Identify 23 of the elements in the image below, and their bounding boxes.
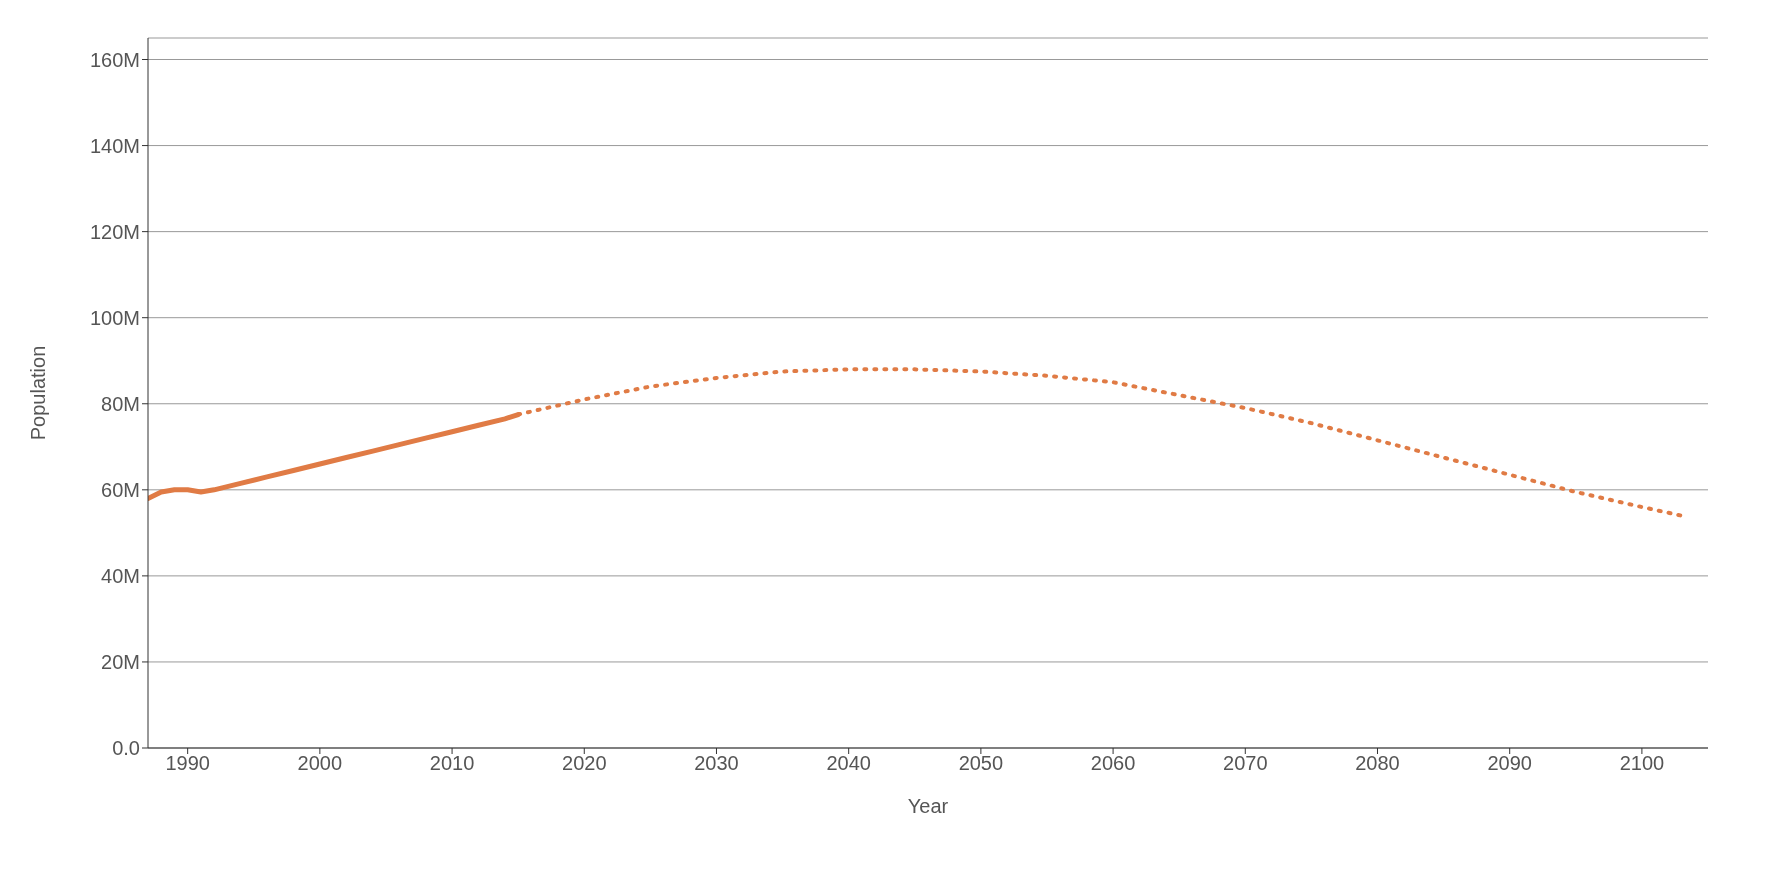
y-tick-label: 100M xyxy=(89,306,140,329)
x-tick-label: 2010 xyxy=(429,752,475,775)
x-tick-label: 2000 xyxy=(297,752,343,775)
y-tick-label: 140M xyxy=(89,134,140,157)
x-tick-label: 2100 xyxy=(1619,752,1665,775)
x-tick-label: 2040 xyxy=(826,752,871,775)
x-tick-label: 1990 xyxy=(165,752,210,775)
x-tick-label: 2090 xyxy=(1487,752,1532,775)
x-tick-label: 2020 xyxy=(562,752,607,775)
y-tick-label: 120M xyxy=(89,220,140,243)
y-axis-title: Population xyxy=(27,345,50,441)
x-tick-label: 2030 xyxy=(694,752,739,775)
y-tick-label: 0.0 xyxy=(112,737,140,760)
x-tick-label: 2080 xyxy=(1355,752,1400,775)
y-tick-label: 160M xyxy=(89,48,140,71)
y-tick-label: 20M xyxy=(101,651,140,674)
x-axis-title: Year xyxy=(907,795,949,817)
x-tick-label: 2060 xyxy=(1090,752,1136,775)
y-tick-label: 40M xyxy=(101,564,140,587)
y-tick-label: 60M xyxy=(101,478,140,501)
x-tick-label: 2070 xyxy=(1223,752,1268,775)
x-tick-label: 2050 xyxy=(958,752,1004,775)
y-tick-label: 80M xyxy=(101,392,140,415)
